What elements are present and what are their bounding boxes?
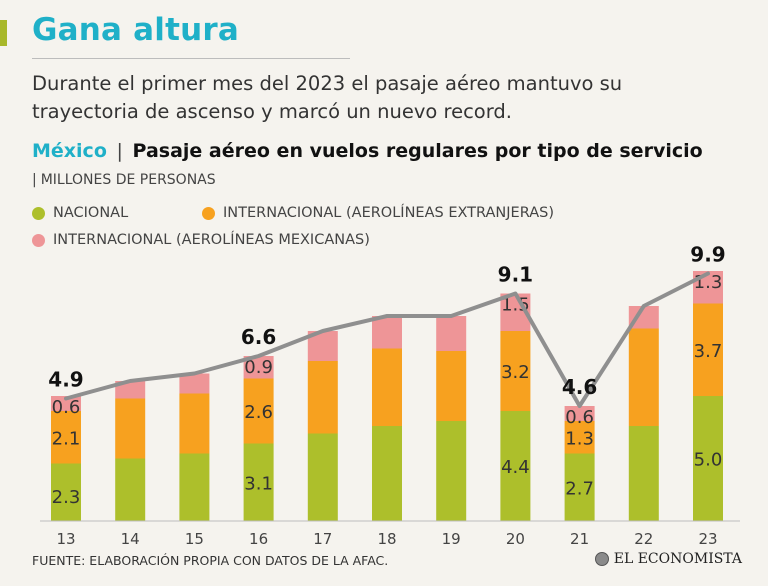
- legend-label-nacional: NACIONAL: [53, 205, 129, 221]
- x-tick-label-19: 19: [442, 530, 461, 548]
- bar-segment-23-s0: [693, 396, 723, 521]
- legend-label-intl-extranjeras: INTERNACIONAL (AEROLÍNEAS EXTRANJERAS): [223, 205, 554, 221]
- bar-segment-16-s2: [243, 356, 274, 379]
- bar-segment-18-s1: [372, 348, 402, 426]
- bar-segment-16-s1: [243, 378, 274, 444]
- total-label-13: 4.9: [48, 368, 83, 392]
- bar-segment-19-s1: [436, 351, 467, 421]
- chart-heading: México | Pasaje aéreo en vuelos regulare…: [32, 140, 703, 162]
- title-rule: [32, 58, 350, 59]
- bar-segment-14-s2: [115, 381, 146, 399]
- bar-segment-21-s0: [564, 453, 595, 521]
- x-tick-label-21: 21: [570, 530, 589, 548]
- subtitle: Durante el primer mes del 2023 el pasaje…: [32, 72, 623, 123]
- bar-segment-13-s1: [51, 411, 81, 464]
- heading-separator: |: [116, 140, 123, 162]
- bar-value-label-21-s2: 0.6: [565, 407, 594, 428]
- legend-dot-intl-extranjeras: [202, 206, 215, 220]
- x-tick-label-20: 20: [506, 530, 525, 548]
- brand-name: EL ECONOMISTA: [613, 551, 742, 567]
- total-trend-line: [64, 271, 710, 408]
- bar-value-label-13-s1: 2.1: [52, 428, 81, 449]
- bar-segment-22-s2: [628, 306, 659, 329]
- bar-segment-14-s0: [115, 458, 146, 521]
- bar-value-label-16-s0: 3.1: [244, 473, 273, 494]
- x-tick-label-13: 13: [56, 530, 75, 548]
- bar-segment-15-s1: [179, 393, 210, 454]
- bar-segment-20-s1: [500, 331, 531, 411]
- units-label: | MILLONES DE PERSONAS: [32, 172, 216, 188]
- bar-segment-13-s0: [51, 463, 81, 521]
- total-label-23: 9.9: [690, 243, 725, 267]
- legend-dot-nacional: [32, 206, 45, 220]
- brand-globe-icon: [594, 552, 609, 566]
- total-label-21: 4.6: [562, 375, 597, 399]
- x-tick-label-18: 18: [377, 530, 396, 548]
- bar-segment-18-s0: [372, 426, 402, 521]
- x-tick-label-23: 23: [698, 530, 717, 548]
- bar-segment-22-s1: [628, 328, 659, 426]
- bar-value-label-23-s1: 3.7: [694, 341, 723, 362]
- x-tick-label-17: 17: [313, 530, 332, 548]
- total-label-16: 6.6: [241, 325, 276, 349]
- bar-value-label-16-s2: 0.9: [244, 357, 273, 378]
- x-tick-label-14: 14: [121, 530, 140, 548]
- bar-segment-15-s0: [179, 453, 210, 521]
- bar-value-label-20-s1: 3.2: [501, 362, 530, 383]
- bar-segment-22-s0: [628, 426, 659, 521]
- legend-dot-intl-mexicanas: [32, 233, 45, 247]
- source-note: FUENTE: ELABORACIÓN PROPIA CON DATOS DE …: [32, 553, 389, 568]
- x-tick-label-16: 16: [249, 530, 268, 548]
- bar-segment-15-s2: [179, 373, 210, 394]
- bar-segment-21-s2: [564, 406, 595, 421]
- x-tick-label-15: 15: [185, 530, 204, 548]
- bar-value-label-16-s1: 2.6: [244, 402, 273, 423]
- bar-segment-19-s2: [436, 316, 467, 351]
- bar-value-label-21-s0: 2.7: [565, 478, 594, 499]
- bar-value-label-13-s0: 2.3: [52, 487, 81, 508]
- bar-segment-20-s0: [500, 411, 531, 521]
- bar-value-label-20-s0: 4.4: [501, 457, 530, 478]
- x-tick-label-22: 22: [634, 530, 653, 548]
- bar-segment-21-s1: [564, 421, 595, 454]
- legend-item-nacional: NACIONAL: [32, 205, 128, 221]
- page-title: Gana altura: [32, 12, 239, 48]
- legend-item-intl-extranjeras: INTERNACIONAL (AEROLÍNEAS EXTRANJERAS): [202, 205, 554, 221]
- bar-value-label-21-s1: 1.3: [565, 428, 594, 449]
- bar-segment-16-s0: [243, 443, 274, 521]
- chart-title: Pasaje aéreo en vuelos regulares por tip…: [132, 140, 703, 162]
- title-accent-bar: [0, 20, 7, 46]
- bar-segment-17-s1: [307, 361, 338, 434]
- legend-item-intl-mexicanas: INTERNACIONAL (AEROLÍNEAS MEXICANAS): [32, 232, 370, 248]
- legend-label-intl-mexicanas: INTERNACIONAL (AEROLÍNEAS MEXICANAS): [53, 232, 370, 248]
- bar-segment-14-s1: [115, 398, 146, 459]
- bar-segment-13-s2: [51, 396, 81, 411]
- total-label-20: 9.1: [498, 263, 533, 287]
- bar-segment-19-s0: [436, 421, 467, 521]
- units-separator: |: [32, 172, 37, 188]
- bar-segment-17-s0: [307, 433, 338, 521]
- country-label: México: [32, 140, 107, 162]
- bar-value-label-23-s0: 5.0: [694, 450, 723, 471]
- brand-logo: EL ECONOMISTA: [594, 551, 742, 567]
- bar-segment-23-s1: [693, 303, 723, 396]
- bar-value-label-13-s2: 0.6: [52, 397, 81, 418]
- bar-segment-18-s2: [372, 316, 402, 349]
- units-text: MILLONES DE PERSONAS: [40, 172, 216, 188]
- bar-value-label-20-s2: 1.5: [501, 295, 530, 316]
